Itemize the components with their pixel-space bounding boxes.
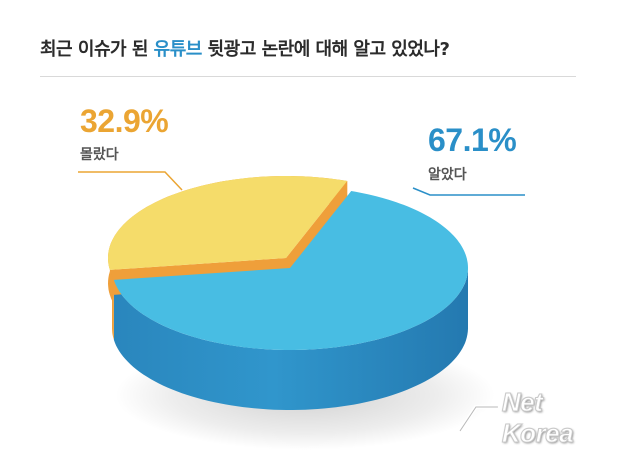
slice-category-label-unaware: 몰랐다 [80, 147, 119, 163]
slice-unaware-3d-group [108, 176, 348, 302]
netkorea-logo-icon [458, 405, 498, 433]
slice-side-aware [113, 268, 469, 410]
netkorea-logo: Net Korea [456, 387, 620, 449]
title-highlight: 유튜브 [153, 39, 203, 60]
slice-category-label-aware: 알았다 [428, 167, 467, 183]
title-divider [40, 76, 576, 77]
leader-line-unaware [78, 171, 183, 191]
leader-line-aware [412, 187, 525, 196]
chart-title: 최근 이슈가 된 유튜브 뒷광고 논란에 대해 알고 있었나? [40, 35, 450, 61]
title-part-2: 뒷광고 논란에 대해 알고 있었나? [201, 39, 450, 60]
title-part-1: 최근 이슈가 된 [40, 39, 154, 60]
slice-top-aware [113, 191, 469, 350]
slice-value-label-aware: 67.1% [428, 122, 517, 158]
slice-value-label-unaware: 32.9% [80, 103, 169, 139]
slice-top-unaware [108, 176, 348, 270]
logo-text: Net Korea [501, 387, 574, 449]
